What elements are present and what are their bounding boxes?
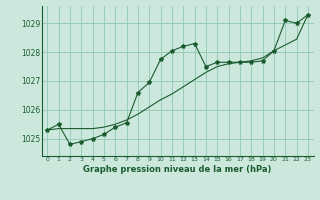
X-axis label: Graphe pression niveau de la mer (hPa): Graphe pression niveau de la mer (hPa) [84, 165, 272, 174]
